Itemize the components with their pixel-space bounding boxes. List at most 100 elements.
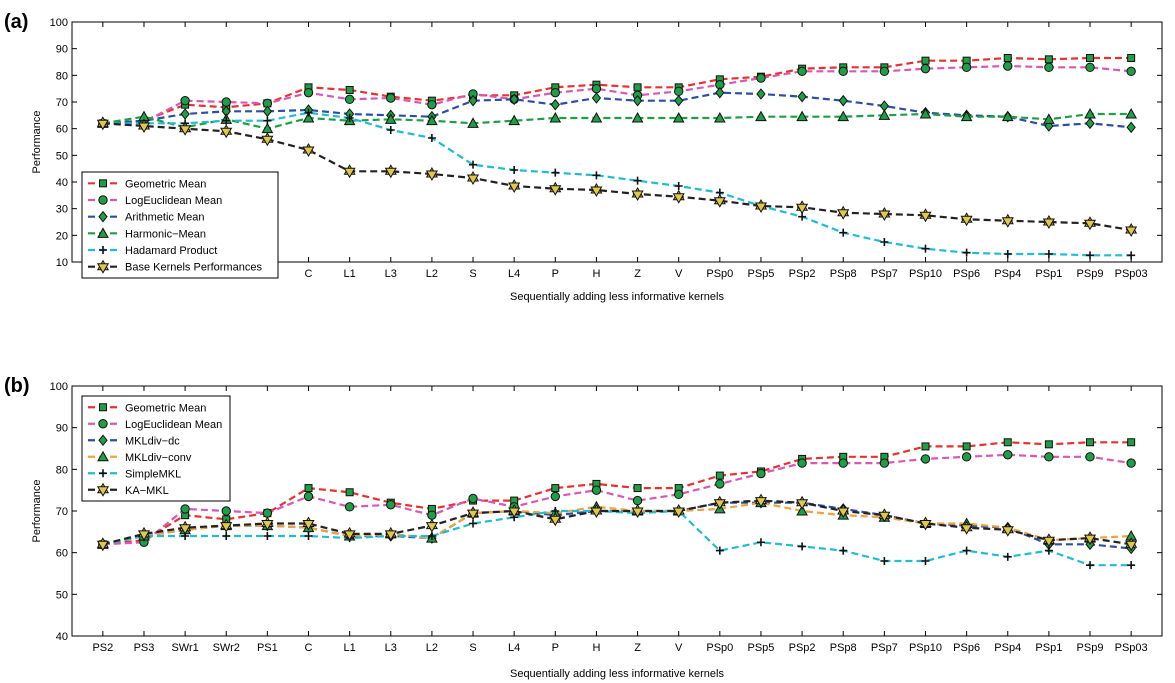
data-point [549, 515, 562, 527]
data-point [180, 95, 190, 106]
data-point [344, 94, 355, 105]
legend-label: Geometric Mean [125, 178, 206, 190]
data-point [221, 97, 231, 107]
data-point [96, 540, 109, 552]
data-point [591, 92, 602, 104]
x-tick-label: PSp6 [953, 642, 980, 654]
x-axis-label: Sequentially adding less informative ker… [510, 291, 725, 303]
series-1 [98, 61, 1136, 129]
x-tick-label: PSp8 [830, 642, 857, 654]
data-point [137, 530, 151, 541]
data-point [1127, 251, 1136, 260]
data-point [632, 495, 643, 506]
x-tick-label: L3 [385, 268, 397, 280]
data-point [427, 134, 436, 142]
series-line [102, 122, 1132, 232]
x-tick-label: PSp7 [871, 642, 898, 654]
data-point [878, 109, 891, 120]
y-axis-label: Performance [31, 111, 43, 174]
data-point [880, 557, 889, 565]
x-tick-label: PSp10 [909, 642, 942, 654]
data-point [427, 510, 437, 520]
y-axis-label: Performance [31, 480, 43, 543]
data-point [631, 507, 644, 518]
data-point [549, 111, 562, 123]
data-point [1003, 450, 1013, 460]
x-tick-label: Z [634, 642, 641, 654]
data-point [384, 167, 397, 179]
data-point [1001, 526, 1014, 537]
data-point [962, 248, 971, 257]
data-point [345, 86, 354, 94]
x-tick-label: H [592, 642, 600, 654]
series-5 [96, 116, 1138, 238]
data-point [1086, 251, 1095, 260]
data-point [878, 511, 891, 523]
data-point [633, 484, 642, 493]
x-tick-label: PSp03 [1115, 642, 1148, 654]
data-point [469, 519, 478, 528]
series-line [102, 91, 1132, 129]
y-tick-label: 70 [56, 97, 68, 109]
data-point [344, 502, 355, 512]
data-point [427, 99, 437, 110]
data-point [221, 506, 231, 516]
chart-panel-0: (a)102030405060708090100PS2PS3SWr1SWr2PS… [4, 11, 1163, 303]
data-point [302, 146, 315, 157]
data-point [837, 507, 850, 518]
data-point [592, 171, 601, 180]
data-point [303, 87, 314, 98]
data-point [427, 532, 436, 540]
legend-label: Harmonic−Mean [125, 228, 206, 240]
data-point [1085, 117, 1095, 130]
legend-label: LogEuclidean Mean [125, 195, 222, 207]
data-point [1044, 62, 1054, 73]
data-point [304, 484, 313, 493]
data-point [263, 116, 272, 125]
data-point [919, 520, 932, 531]
y-tick-label: 60 [56, 548, 68, 560]
data-point [1003, 54, 1012, 62]
x-tick-label: S [469, 268, 476, 280]
y-tick-label: 90 [56, 423, 68, 435]
data-point [263, 532, 272, 540]
legend-marker [98, 210, 108, 223]
x-tick-label: PSp8 [830, 268, 857, 280]
data-point [715, 471, 724, 480]
legend: Geometric Mean LogEuclidean Mean MKLdiv−dc… [81, 395, 231, 502]
data-point [550, 98, 560, 111]
series-line [102, 56, 1132, 125]
legend-label: Hadamard Product [125, 245, 217, 257]
data-point [631, 111, 644, 123]
data-point [838, 458, 848, 468]
data-point [715, 546, 724, 555]
series-line [102, 501, 1132, 546]
data-point [633, 83, 642, 92]
y-tick-label: 40 [56, 631, 68, 643]
y-tick-label: 20 [56, 230, 68, 242]
data-point [222, 532, 231, 540]
x-tick-label: H [592, 268, 600, 280]
x-tick-label: Z [634, 268, 641, 280]
data-point [468, 94, 478, 107]
data-point [590, 111, 603, 123]
data-point [674, 94, 684, 107]
series-0 [98, 438, 1136, 549]
x-tick-label: PSp0 [706, 268, 733, 280]
data-point [425, 522, 438, 533]
data-point [1086, 438, 1095, 447]
data-point [1126, 66, 1136, 77]
data-point [796, 203, 809, 215]
data-point [796, 499, 809, 510]
legend-marker [99, 403, 107, 412]
data-point [345, 488, 354, 497]
data-point [1044, 452, 1054, 462]
data-point [591, 83, 602, 94]
data-point [1003, 552, 1012, 561]
data-point [960, 524, 973, 535]
x-tick-label: PSp4 [994, 642, 1021, 654]
data-point [960, 215, 973, 227]
data-point [1086, 561, 1095, 570]
x-tick-label: PS2 [92, 642, 113, 654]
data-point [386, 500, 396, 510]
